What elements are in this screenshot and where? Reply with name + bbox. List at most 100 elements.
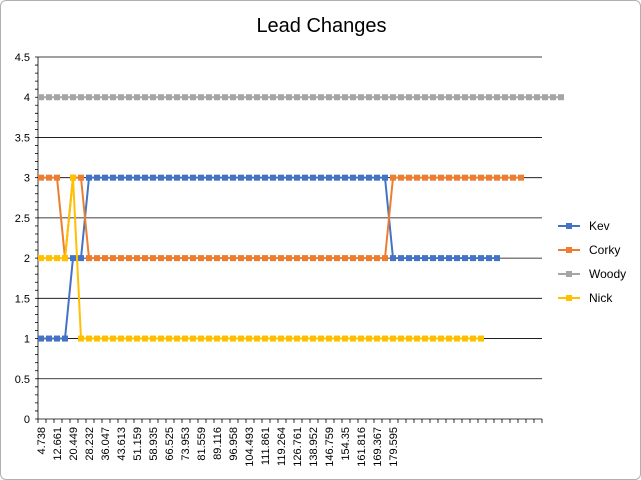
data-point-woody xyxy=(110,94,116,101)
data-point-kev xyxy=(110,174,116,181)
data-point-woody xyxy=(342,94,348,101)
data-point-corky xyxy=(230,255,236,262)
data-point-corky xyxy=(38,174,44,181)
data-point-corky xyxy=(222,255,228,262)
data-point-corky xyxy=(134,255,140,262)
data-point-nick xyxy=(414,335,420,342)
data-point-nick xyxy=(398,335,404,342)
legend-label-corky: Corky xyxy=(589,243,620,257)
data-point-woody xyxy=(334,94,340,101)
data-point-corky xyxy=(78,174,84,181)
x-tick-label: 36.047 xyxy=(100,427,112,461)
data-point-kev xyxy=(230,174,236,181)
data-point-woody xyxy=(462,94,468,101)
data-point-woody xyxy=(62,94,68,101)
x-tick-label: 138.952 xyxy=(308,427,320,467)
data-point-woody xyxy=(86,94,92,101)
x-tick-label: 154.35 xyxy=(340,427,352,461)
data-point-woody xyxy=(54,94,60,101)
data-point-woody xyxy=(190,94,196,101)
data-point-woody xyxy=(70,94,76,101)
data-point-kev xyxy=(294,174,300,181)
data-point-corky xyxy=(382,255,388,262)
data-point-corky xyxy=(86,255,92,262)
data-point-kev xyxy=(206,174,212,181)
data-point-woody xyxy=(406,94,412,101)
data-point-nick xyxy=(478,335,484,342)
data-point-nick xyxy=(78,335,84,342)
x-tick-label: 73.953 xyxy=(180,427,192,461)
data-point-corky xyxy=(54,174,60,181)
data-point-nick xyxy=(198,335,204,342)
data-point-woody xyxy=(534,94,540,101)
data-point-woody xyxy=(542,94,548,101)
data-point-kev xyxy=(358,174,364,181)
data-point-woody xyxy=(166,94,172,101)
legend-marker-kev xyxy=(566,223,572,229)
data-point-woody xyxy=(326,94,332,101)
data-point-woody xyxy=(518,94,524,101)
data-point-corky xyxy=(150,255,156,262)
data-point-kev xyxy=(278,174,284,181)
data-point-nick xyxy=(46,255,52,262)
data-point-corky xyxy=(462,174,468,181)
data-point-woody xyxy=(494,94,500,101)
legend-marker-corky xyxy=(566,247,572,253)
y-tick-label: 4.5 xyxy=(15,52,30,64)
y-tick-label: 2 xyxy=(24,253,30,265)
data-point-woody xyxy=(278,94,284,101)
data-point-nick xyxy=(430,335,436,342)
data-point-woody xyxy=(430,94,436,101)
data-point-corky xyxy=(102,255,108,262)
data-point-corky xyxy=(182,255,188,262)
data-point-nick xyxy=(294,335,300,342)
x-tick-label: 89.116 xyxy=(212,427,224,460)
data-point-kev xyxy=(158,174,164,181)
x-tick-label: 81.559 xyxy=(196,427,208,461)
data-point-woody xyxy=(238,94,244,101)
data-point-kev xyxy=(286,174,292,181)
data-point-corky xyxy=(318,255,324,262)
data-point-corky xyxy=(110,255,116,262)
data-point-corky xyxy=(406,174,412,181)
data-point-corky xyxy=(214,255,220,262)
data-point-nick xyxy=(318,335,324,342)
data-point-corky xyxy=(126,255,132,262)
data-point-nick xyxy=(246,335,252,342)
data-point-kev xyxy=(134,174,140,181)
data-point-corky xyxy=(246,255,252,262)
legend-marker-nick xyxy=(566,295,572,301)
data-point-corky xyxy=(142,255,148,262)
data-point-woody xyxy=(150,94,156,101)
data-point-woody xyxy=(126,94,132,101)
data-point-woody xyxy=(214,94,220,101)
data-point-nick xyxy=(342,335,348,342)
data-point-woody xyxy=(134,94,140,101)
data-point-nick xyxy=(406,335,412,342)
data-point-nick xyxy=(326,335,332,342)
data-point-woody xyxy=(94,94,100,101)
data-point-nick xyxy=(334,335,340,342)
data-point-woody xyxy=(350,94,356,101)
data-point-corky xyxy=(310,255,316,262)
data-point-kev xyxy=(46,335,52,342)
data-point-woody xyxy=(382,94,388,101)
data-point-kev xyxy=(70,255,76,262)
data-point-kev xyxy=(270,174,276,181)
data-point-kev xyxy=(438,255,444,262)
data-point-kev xyxy=(150,174,156,181)
data-point-nick xyxy=(166,335,172,342)
data-point-corky xyxy=(158,255,164,262)
data-point-kev xyxy=(238,174,244,181)
data-point-woody xyxy=(478,94,484,101)
data-point-nick xyxy=(126,335,132,342)
data-point-kev xyxy=(222,174,228,181)
data-point-woody xyxy=(318,94,324,101)
data-point-nick xyxy=(350,335,356,342)
data-point-kev xyxy=(462,255,468,262)
data-point-kev xyxy=(38,335,44,342)
data-point-corky xyxy=(262,255,268,262)
data-point-woody xyxy=(142,94,148,101)
data-point-corky xyxy=(198,255,204,262)
data-point-corky xyxy=(174,255,180,262)
